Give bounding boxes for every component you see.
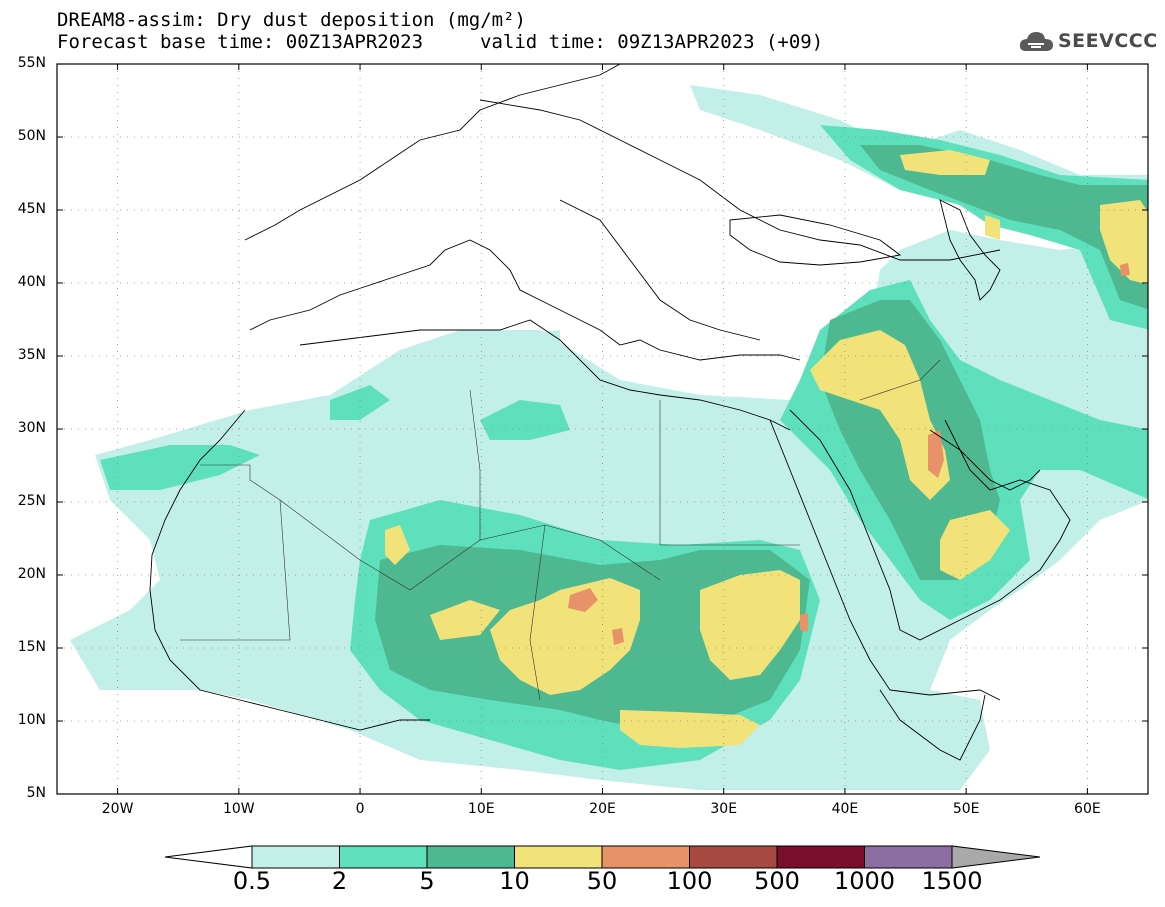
colorbar-label: 5 bbox=[419, 867, 435, 895]
colorbar-label: 0.5 bbox=[232, 867, 272, 895]
colorbar-segment bbox=[864, 845, 953, 869]
colorbar-label: 10 bbox=[499, 867, 530, 895]
colorbar-segment bbox=[514, 845, 603, 869]
colorbar-label: 50 bbox=[586, 867, 618, 895]
lon-label: 40E bbox=[831, 801, 859, 817]
colorbar-label: 500 bbox=[754, 867, 800, 895]
lon-label: 0 bbox=[355, 801, 365, 817]
seevccc-logo: SEEVCCC bbox=[1018, 26, 1158, 58]
colorbar-label: 1500 bbox=[921, 867, 983, 895]
lon-label: 10W bbox=[222, 801, 255, 817]
colorbar-segment bbox=[339, 845, 428, 869]
lat-label: 20N bbox=[17, 566, 46, 582]
colorbar-label: 100 bbox=[666, 867, 713, 895]
lat-label: 35N bbox=[17, 347, 46, 363]
forecast-base-time: Forecast base time: 00Z13APR2023 bbox=[57, 31, 424, 53]
colorbar bbox=[164, 845, 1041, 869]
dust-field bbox=[70, 85, 1148, 790]
logo-text: SEEVCCC bbox=[1058, 30, 1158, 52]
colorbar-segment bbox=[426, 845, 515, 869]
map-title: DREAM8-assim: Dry dust deposition (mg/m²… bbox=[57, 9, 526, 31]
lat-label: 10N bbox=[17, 712, 46, 728]
lon-label: 30E bbox=[710, 801, 738, 817]
cloud-icon bbox=[1019, 32, 1053, 51]
lon-label: 10E bbox=[467, 801, 495, 817]
colorbar-segment bbox=[776, 845, 865, 869]
country-borders bbox=[180, 359, 941, 701]
colorbar-segment bbox=[601, 845, 690, 869]
lon-label: 60E bbox=[1074, 801, 1101, 817]
lat-label: 15N bbox=[17, 639, 46, 655]
lat-label: 25N bbox=[17, 493, 46, 509]
lon-label: 20E bbox=[589, 801, 616, 817]
valid-time: valid time: 09Z13APR2023 (+09) bbox=[480, 31, 824, 53]
lat-label: 45N bbox=[17, 201, 46, 217]
lat-label: 40N bbox=[17, 274, 46, 290]
lat-label: 30N bbox=[17, 420, 46, 436]
lat-label: 50N bbox=[17, 128, 46, 144]
axis-ticks bbox=[57, 63, 1148, 795]
colorbar-max-arrow bbox=[951, 845, 1041, 869]
lon-label: 20W bbox=[101, 801, 134, 817]
dust-level-50-100 bbox=[568, 263, 1130, 645]
graticule bbox=[57, 64, 1148, 794]
colorbar-segment bbox=[689, 845, 778, 869]
colorbar-min-arrow bbox=[164, 845, 253, 869]
lon-label: 50E bbox=[952, 801, 980, 817]
colorbar-segment bbox=[251, 845, 340, 869]
colorbar-label: 2 bbox=[331, 867, 348, 895]
dust-level-10-50 bbox=[385, 150, 1148, 748]
lat-label: 55N bbox=[17, 55, 46, 71]
colorbar-label: 1000 bbox=[833, 867, 896, 895]
lat-label: 5N bbox=[26, 785, 46, 801]
